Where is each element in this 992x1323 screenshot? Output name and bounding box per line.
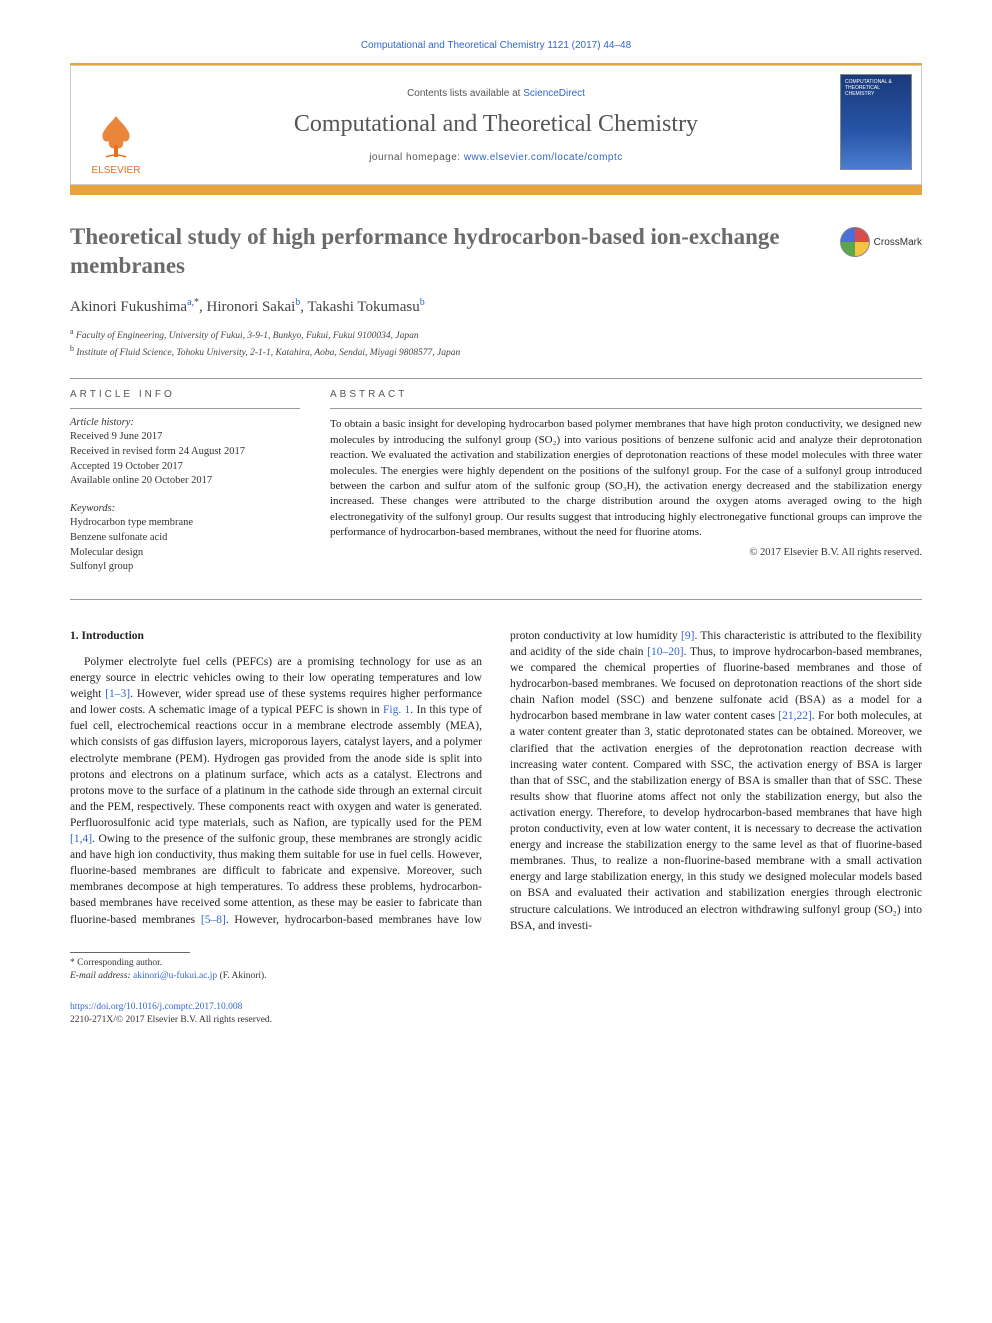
corresponding-author-footnote: * Corresponding author. E-mail address: … [70,957,482,984]
journal-homepage-line: journal homepage: www.elsevier.com/locat… [369,152,623,163]
journal-masthead: ELSEVIER Contents lists available at Sci… [70,65,922,185]
footnote-separator [70,952,190,953]
corresponding-star-line: * Corresponding author. [70,957,482,970]
keyword-item: Benzene sulfonate acid [70,531,300,546]
orange-bar-bottom [70,185,922,195]
citation-link[interactable]: [5–8] [201,914,226,926]
keyword-item: Molecular design [70,546,300,561]
affiliation-line: a Faculty of Engineering, University of … [70,326,922,343]
keywords-block: Keywords: Hydrocarbon type membrane Benz… [70,503,300,575]
history-line: Received 9 June 2017 [70,430,300,445]
author-name: Hironori Sakai [207,299,296,315]
article-title: Theoretical study of high performance hy… [70,223,828,281]
homepage-prefix: journal homepage: [369,152,464,163]
author-affil-sup: a, [187,297,194,308]
author-name: Akinori Fukushima [70,299,187,315]
section-rule [70,599,922,600]
citation-link[interactable]: Fig. 1 [383,704,410,716]
email-suffix: (F. Akinori). [217,971,266,981]
abstract-heading: abstract [330,379,922,408]
publisher-block: ELSEVIER [71,66,161,184]
author-list: Akinori Fukushimaa,*, Hironori Sakaib, T… [70,297,922,316]
author-affil-sup: b [420,297,425,308]
corresponding-email-link[interactable]: akinori@u-fukui.ac.jp [133,971,217,981]
journal-cover-thumbnail: COMPUTATIONAL & THEORETICAL CHEMISTRY [840,74,912,170]
crossmark-badge[interactable]: CrossMark [840,227,922,257]
author-affil-sup: b [295,297,300,308]
article-info-heading: article info [70,379,300,408]
author-name: Takashi Tokumasu [308,299,420,315]
intro-heading: 1. Introduction [70,628,482,644]
abstract-text: To obtain a basic insight for developing… [330,408,922,540]
article-history-block: Article history: Received 9 June 2017 Re… [70,408,300,489]
running-header: Computational and Theoretical Chemistry … [70,40,922,51]
history-label: Article history: [70,417,300,428]
doi-link[interactable]: https://doi.org/10.1016/j.comptc.2017.10… [70,1002,242,1012]
affil-sup: b [70,344,74,353]
citation-link[interactable]: [21,22] [778,710,812,722]
journal-homepage-link[interactable]: www.elsevier.com/locate/comptc [464,152,623,163]
corresponding-star: * [194,297,199,308]
cover-label: COMPUTATIONAL & THEORETICAL CHEMISTRY [845,79,907,97]
affil-text: Institute of Fluid Science, Tohoku Unive… [76,348,460,358]
elsevier-tree-icon [91,111,141,161]
issn-copyright-line: 2210-271X/© 2017 Elsevier B.V. All right… [70,1014,482,1026]
publisher-name: ELSEVIER [92,165,141,176]
contents-available-line: Contents lists available at ScienceDirec… [407,88,585,99]
sciencedirect-link[interactable]: ScienceDirect [523,88,585,99]
crossmark-icon [840,227,870,257]
intro-paragraph: Polymer electrolyte fuel cells (PEFCs) a… [70,628,922,934]
contents-prefix: Contents lists available at [407,88,523,99]
citation-link[interactable]: [9] [681,630,694,642]
corresponding-email-line: E-mail address: akinori@u-fukui.ac.jp (F… [70,970,482,983]
footer-block: https://doi.org/10.1016/j.comptc.2017.10… [70,1001,482,1026]
crossmark-label: CrossMark [874,237,922,248]
affil-text: Faculty of Engineering, University of Fu… [76,331,419,341]
abstract-copyright: © 2017 Elsevier B.V. All rights reserved… [330,547,922,558]
affil-sup: a [70,327,74,336]
keyword-item: Sulfonyl group [70,560,300,575]
history-line: Available online 20 October 2017 [70,474,300,489]
body-text: 1. Introduction Polymer electrolyte fuel… [70,628,922,934]
history-line: Accepted 19 October 2017 [70,460,300,475]
affiliations: a Faculty of Engineering, University of … [70,326,922,361]
email-label: E-mail address: [70,971,133,981]
keywords-label: Keywords: [70,503,300,514]
affiliation-line: b Institute of Fluid Science, Tohoku Uni… [70,343,922,360]
keyword-item: Hydrocarbon type membrane [70,516,300,531]
history-line: Received in revised form 24 August 2017 [70,445,300,460]
citation-link[interactable]: [1,4] [70,833,92,845]
citation-link[interactable]: [10–20] [647,646,683,658]
journal-name: Computational and Theoretical Chemistry [294,111,698,138]
citation-link[interactable]: [1–3] [105,688,130,700]
